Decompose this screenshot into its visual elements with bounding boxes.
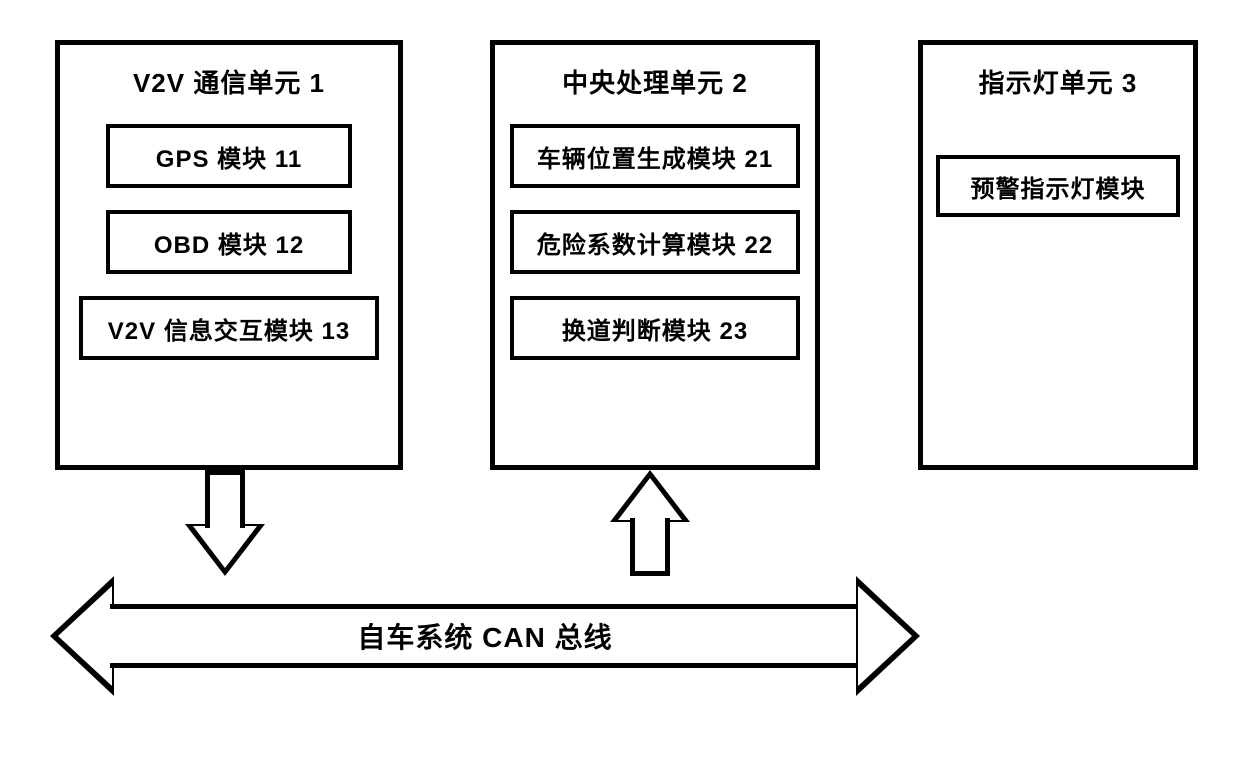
unit-v2v-comm: V2V 通信单元 1 GPS 模块 11 OBD 模块 12 V2V 信息交互模… (55, 40, 403, 470)
bus-label: 自车系统 CAN 总线 (110, 604, 860, 668)
unit-title: V2V 通信单元 1 (60, 63, 398, 100)
module-position-gen: 车辆位置生成模块 21 (510, 124, 800, 188)
arrow-right-icon (856, 576, 920, 696)
arrow-up-icon (610, 470, 690, 576)
unit-title: 中央处理单元 2 (495, 63, 815, 100)
arrow-down-icon (185, 470, 265, 576)
module-obd: OBD 模块 12 (106, 210, 352, 274)
module-lane-judge: 换道判断模块 23 (510, 296, 800, 360)
module-v2v-exchange: V2V 信息交互模块 13 (79, 296, 379, 360)
module-risk-calc: 危险系数计算模块 22 (510, 210, 800, 274)
module-gps: GPS 模块 11 (106, 124, 352, 188)
can-bus: 自车系统 CAN 总线 (50, 576, 920, 696)
unit-cpu: 中央处理单元 2 车辆位置生成模块 21 危险系数计算模块 22 换道判断模块 … (490, 40, 820, 470)
module-warning-light: 预警指示灯模块 (936, 155, 1180, 217)
unit-indicator: 指示灯单元 3 预警指示灯模块 (918, 40, 1198, 470)
unit-title: 指示灯单元 3 (923, 63, 1193, 100)
